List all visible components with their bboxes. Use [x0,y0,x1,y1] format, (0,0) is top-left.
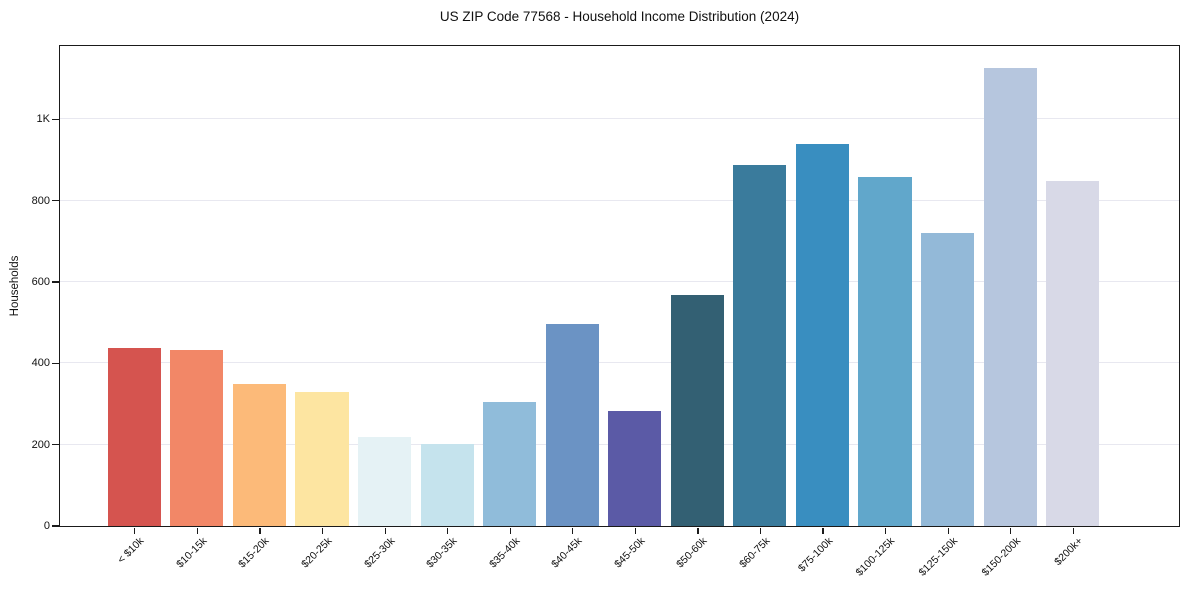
x-tick-label: $75-100k [795,535,835,575]
gridline [60,199,1179,201]
bar-slot: $45-50k [604,46,667,570]
bar [795,144,850,526]
plot-area: < $10k $10-15k $15-20k $20-25k $25-30k $30-35… [32,45,1180,579]
x-tick-label: $200k+ [1052,535,1086,569]
y-tick-label: 800 [31,194,50,207]
x-tick-mark [634,527,636,534]
bar [545,324,599,526]
x-tick-label: $10-15k [174,535,210,571]
bar-slot: $25-30k [353,46,416,570]
x-tick-label: $40-45k [549,535,585,571]
y-tick-mark [52,200,59,202]
bar-slot: $10-15k [166,46,229,570]
y-tick-label: 0 [43,520,50,532]
bar [921,232,975,526]
bar [608,410,662,526]
y-tick-mark [52,281,59,283]
x-tick-label: $20-25k [299,535,335,571]
x-tick-label: $30-35k [424,535,460,571]
bar [483,402,537,526]
bar [357,436,412,526]
x-tick-mark [822,527,824,534]
x-tick-mark [1072,527,1074,534]
x-tick-label: $60-75k [737,535,773,571]
bar [858,177,912,526]
bar [232,384,286,526]
bar [107,348,161,526]
bar-slot: $100-125k [854,46,917,579]
x-tick-mark [1010,527,1012,534]
x-tick-label: $100-125k [853,535,898,579]
gridline [60,362,1179,364]
y-tick-mark [52,525,59,527]
x-tick-label: $50-60k [674,535,710,571]
x-tick-label: $125-150k [916,535,961,579]
x-tick-label: $45-50k [611,535,648,571]
x-tick-mark [509,527,511,534]
x-tick-label: $35-40k [486,535,523,571]
x-tick-label: $15-20k [236,535,272,571]
bar-slot: $75-100k [791,46,854,574]
x-tick-mark [259,527,261,534]
bar [1046,181,1100,526]
x-tick-mark [572,527,574,534]
bar-slot: $50-60k [666,46,729,570]
chart-title: US ZIP Code 77568 - Household Income Dis… [439,9,800,24]
y-tick-label: 200 [31,438,50,451]
bar-slot: $30-35k [416,46,479,570]
bar-slot: $125-150k [916,46,979,579]
x-tick-label: $25-30k [361,535,398,571]
bar-slot: $150-200k [979,46,1042,579]
x-tick-label: $150-200k [979,535,1023,579]
gridline [60,118,1179,120]
bar-slot: $60-75k [729,46,792,570]
x-tick-label: < $10k [115,535,147,566]
x-tick-mark [697,527,699,534]
bar [670,294,724,526]
x-tick-mark [384,527,386,534]
bar-slot: $200k+ [1041,46,1104,568]
bar-slot: < $10k [103,46,166,566]
x-tick-mark [759,527,762,534]
y-tick-label: 600 [31,275,50,288]
bar [295,391,349,526]
bar [983,67,1037,526]
bars-container: < $10k $10-15k $15-20k $20-25k $25-30k $30-35… [60,46,1179,579]
bar-slot: $40-45k [541,46,604,570]
bar [733,165,787,526]
y-tick-mark [52,362,59,364]
gridline [60,280,1179,282]
bar [170,350,224,526]
bar-slot: $15-20k [228,46,291,570]
x-tick-mark [196,527,199,534]
y-tick-mark [52,118,59,120]
y-tick-label: 1K [36,113,50,126]
bar [420,443,474,526]
bar-slot: $35-40k [478,46,541,570]
y-tick-mark [52,444,59,446]
x-tick-mark [447,527,449,534]
x-tick-mark [321,527,324,534]
x-tick-mark [134,527,136,534]
y-axis-title: Households [9,255,21,317]
x-tick-mark [947,527,949,534]
bar-slot: $20-25k [291,46,354,570]
x-tick-mark [885,527,887,534]
y-tick-label: 400 [31,357,50,370]
